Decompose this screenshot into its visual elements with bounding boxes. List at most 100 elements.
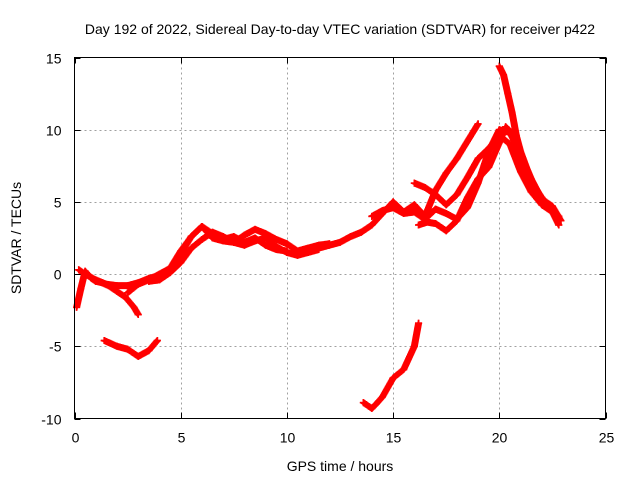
data-point [336, 238, 344, 246]
data-point [442, 169, 450, 177]
data-point [262, 234, 270, 242]
data-point [495, 139, 503, 147]
data-point [432, 205, 440, 213]
data-point [423, 218, 431, 226]
data-point [415, 221, 423, 229]
data-point [155, 276, 163, 284]
plot-frame [74, 57, 606, 419]
data-point [219, 233, 227, 241]
data-point [347, 233, 355, 241]
data-point [500, 71, 508, 79]
data-point [134, 311, 142, 319]
data-point [485, 163, 493, 171]
data-point [77, 285, 85, 293]
data-point [124, 289, 132, 297]
data-point [368, 221, 376, 229]
data-point [432, 191, 440, 199]
data-point [400, 365, 408, 373]
x-tick-label: 20 [492, 430, 508, 446]
data-point [378, 393, 386, 401]
data-point [555, 212, 563, 220]
data-point [517, 147, 525, 155]
data-point [372, 400, 380, 408]
data-point [389, 204, 397, 212]
data-point [153, 337, 161, 345]
data-point [432, 220, 440, 228]
series-arc-11 [359, 319, 423, 412]
x-axis-label: GPS time / hours [287, 458, 394, 474]
data-point [113, 282, 121, 290]
data-point [410, 179, 418, 187]
data-point [485, 144, 493, 152]
data-point [474, 175, 482, 183]
data-point [272, 243, 280, 251]
data-point [240, 231, 248, 239]
data-point [410, 201, 418, 209]
data-point [442, 227, 450, 235]
y-tick-label: 5 [54, 195, 62, 211]
data-point [262, 241, 270, 249]
data-point [421, 183, 429, 191]
data-point [368, 212, 376, 220]
data-point [100, 337, 108, 345]
data-point [81, 270, 89, 278]
data-point [474, 155, 482, 163]
data-point [410, 208, 418, 216]
x-tick-label: 25 [599, 430, 615, 446]
data-point [230, 238, 238, 246]
data-point [209, 228, 217, 236]
x-tick-label: 0 [72, 430, 80, 446]
data-point [546, 204, 554, 212]
data-point [529, 181, 537, 189]
data-point [442, 209, 450, 217]
data-point [92, 276, 100, 284]
axis-ticks: 0 5 10 15 20 25 -10 -5 0 5 10 15 [41, 51, 614, 446]
y-tick-label: -10 [41, 412, 61, 428]
data-point [453, 191, 461, 199]
data-point [506, 140, 514, 148]
data-point [474, 120, 482, 128]
data-point [400, 209, 408, 217]
data-point [294, 251, 302, 259]
data-point [113, 342, 121, 350]
data-point [325, 241, 333, 249]
y-tick-label: 0 [54, 267, 62, 283]
data-point [198, 235, 206, 243]
data-point [389, 374, 397, 382]
data-point [124, 345, 132, 353]
data-point [251, 237, 259, 245]
x-tick-label: 10 [280, 430, 296, 446]
data-point [315, 244, 323, 252]
series-arc-10 [495, 62, 563, 220]
data-point [495, 62, 503, 70]
data-point [453, 155, 461, 163]
data-series [73, 62, 565, 412]
data-point [555, 221, 563, 229]
data-point [134, 280, 142, 288]
data-point [283, 240, 291, 248]
data-point [359, 399, 367, 407]
data-point [508, 108, 516, 116]
data-point [177, 247, 185, 255]
data-point [283, 248, 291, 256]
data-point [102, 280, 110, 288]
data-point [357, 228, 365, 236]
data-point [523, 165, 531, 173]
chart-title: Day 192 of 2022, Sidereal Day-to-day VTE… [85, 21, 595, 37]
data-point [538, 194, 546, 202]
data-point [130, 303, 138, 311]
data-point [368, 404, 376, 412]
data-point [187, 244, 195, 252]
data-point [378, 207, 386, 215]
series-arc-4 [145, 228, 323, 285]
data-point [75, 266, 83, 274]
y-tick-label: 15 [46, 51, 62, 67]
data-point [415, 319, 423, 327]
y-tick-label: -5 [49, 339, 62, 355]
data-point [177, 259, 185, 267]
data-point [240, 241, 248, 249]
data-point [504, 90, 512, 98]
data-point [187, 233, 195, 241]
